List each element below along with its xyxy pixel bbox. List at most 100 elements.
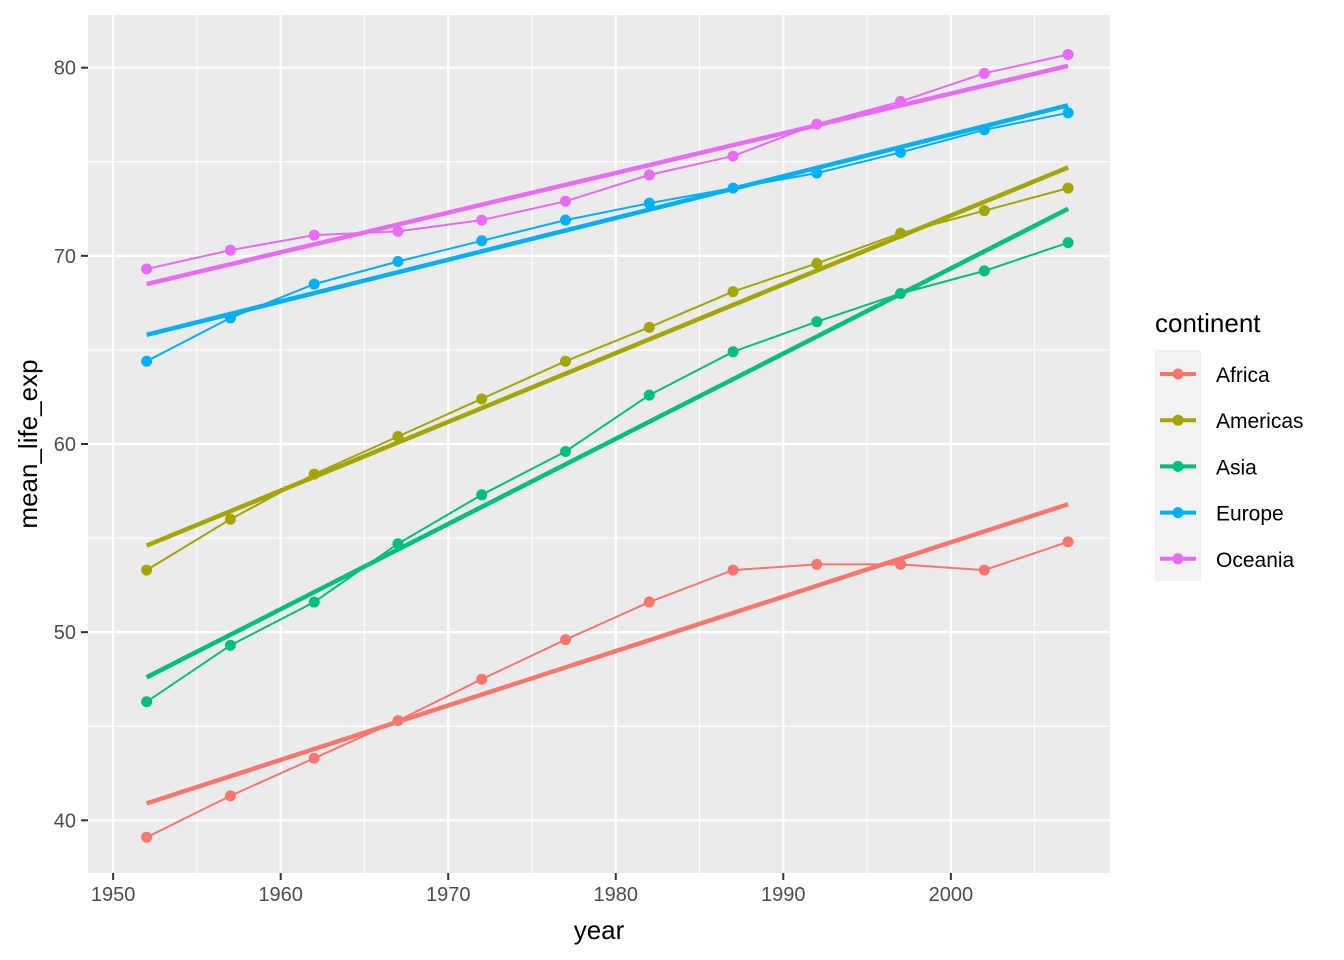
data-point-americas [727, 286, 739, 298]
data-point-americas [1062, 182, 1074, 194]
legend-label: Africa [1216, 364, 1270, 387]
legend-label: Europe [1216, 503, 1284, 526]
data-point-asia [392, 538, 404, 550]
x-tick-label: 1950 [91, 884, 136, 906]
data-point-europe [141, 355, 153, 367]
data-point-asia [308, 596, 320, 608]
data-point-oceania [643, 169, 655, 181]
data-point-oceania [224, 244, 236, 256]
data-point-africa [392, 715, 404, 727]
major-gridlines [88, 15, 1110, 873]
data-point-africa [141, 831, 153, 843]
legend-label: Oceania [1216, 549, 1295, 572]
legend-key-point [1172, 414, 1184, 426]
data-point-africa [559, 634, 571, 646]
data-point-africa [308, 752, 320, 764]
data-point-europe [224, 312, 236, 324]
legend-item-asia: Asia [1160, 456, 1257, 479]
legend-key-point [1172, 460, 1184, 472]
data-point-americas [643, 321, 655, 333]
legend-item-europe: Europe [1160, 503, 1284, 526]
data-point-oceania [141, 263, 153, 275]
y-axis-title: mean_life_exp [13, 359, 43, 528]
data-point-oceania [811, 118, 823, 130]
y-tick-label: 70 [54, 246, 76, 268]
y-tick-label: 40 [54, 810, 76, 832]
data-point-americas [224, 513, 236, 525]
legend-title: continent [1155, 308, 1261, 338]
legend: continent Africa Americas Asia Europe Oceani… [1155, 308, 1304, 581]
data-point-africa [224, 790, 236, 802]
data-point-europe [811, 167, 823, 179]
data-point-europe [895, 146, 907, 158]
data-point-americas [308, 468, 320, 480]
data-point-americas [476, 393, 488, 405]
x-axis: 1950 1960 1970 1980 1990 2000 [91, 873, 973, 906]
data-point-africa [1062, 536, 1074, 548]
legend-key-point [1172, 507, 1184, 519]
legend-item-americas: Americas [1160, 410, 1304, 433]
data-point-americas [392, 430, 404, 442]
y-axis: 40 50 60 70 80 [54, 58, 88, 832]
series-line-africa [146, 540, 1069, 839]
trend-line-asia [145, 206, 1070, 680]
data-point-asia [224, 639, 236, 651]
data-point-europe [308, 278, 320, 290]
minor-gridlines [88, 15, 1110, 873]
data-point-asia [978, 265, 990, 277]
data-point-europe [727, 182, 739, 194]
series-lines [146, 53, 1069, 839]
data-point-europe [559, 214, 571, 226]
trend-line-europe [146, 103, 1069, 338]
data-point-oceania [1062, 49, 1074, 61]
y-tick-label: 60 [54, 434, 76, 456]
data-point-europe [643, 197, 655, 209]
legend-key-point [1172, 368, 1184, 380]
x-tick-label: 2000 [929, 884, 974, 906]
data-point-americas [895, 227, 907, 239]
trend-line-oceania [146, 63, 1069, 287]
data-point-oceania [895, 96, 907, 108]
series-line-oceania [146, 53, 1069, 270]
data-point-asia [1062, 237, 1074, 249]
legend-key-point [1172, 553, 1184, 565]
data-point-asia [895, 287, 907, 299]
data-point-europe [476, 235, 488, 247]
data-point-oceania [308, 229, 320, 241]
data-point-americas [559, 355, 571, 367]
data-point-americas [141, 564, 153, 576]
legend-items: Africa Americas Asia Europe Oceania [1160, 364, 1304, 572]
legend-item-africa: Africa [1160, 364, 1270, 387]
data-point-africa [727, 564, 739, 576]
data-point-americas [978, 205, 990, 217]
data-point-europe [392, 255, 404, 267]
legend-item-oceania: Oceania [1160, 549, 1295, 572]
data-point-europe [1062, 107, 1074, 119]
data-point-asia [476, 489, 488, 501]
data-point-africa [811, 558, 823, 570]
x-tick-label: 1980 [594, 884, 639, 906]
series-line-americas [146, 187, 1069, 571]
data-point-americas [811, 257, 823, 269]
series-points [141, 49, 1074, 843]
series-line-europe [146, 111, 1069, 363]
x-tick-label: 1960 [258, 884, 303, 906]
data-point-oceania [476, 214, 488, 226]
x-tick-label: 1970 [426, 884, 471, 906]
data-point-africa [643, 596, 655, 608]
data-point-asia [811, 316, 823, 328]
legend-label: Americas [1216, 410, 1304, 433]
trend-line-africa [145, 502, 1069, 806]
data-point-africa [895, 558, 907, 570]
series-line-asia [146, 241, 1069, 703]
data-point-africa [978, 564, 990, 576]
y-tick-label: 50 [54, 622, 76, 644]
data-point-oceania [559, 195, 571, 207]
data-point-asia [643, 389, 655, 401]
data-point-asia [141, 696, 153, 708]
data-point-oceania [392, 225, 404, 237]
x-axis-title: year [574, 915, 625, 945]
data-point-europe [978, 124, 990, 136]
data-point-africa [476, 673, 488, 685]
